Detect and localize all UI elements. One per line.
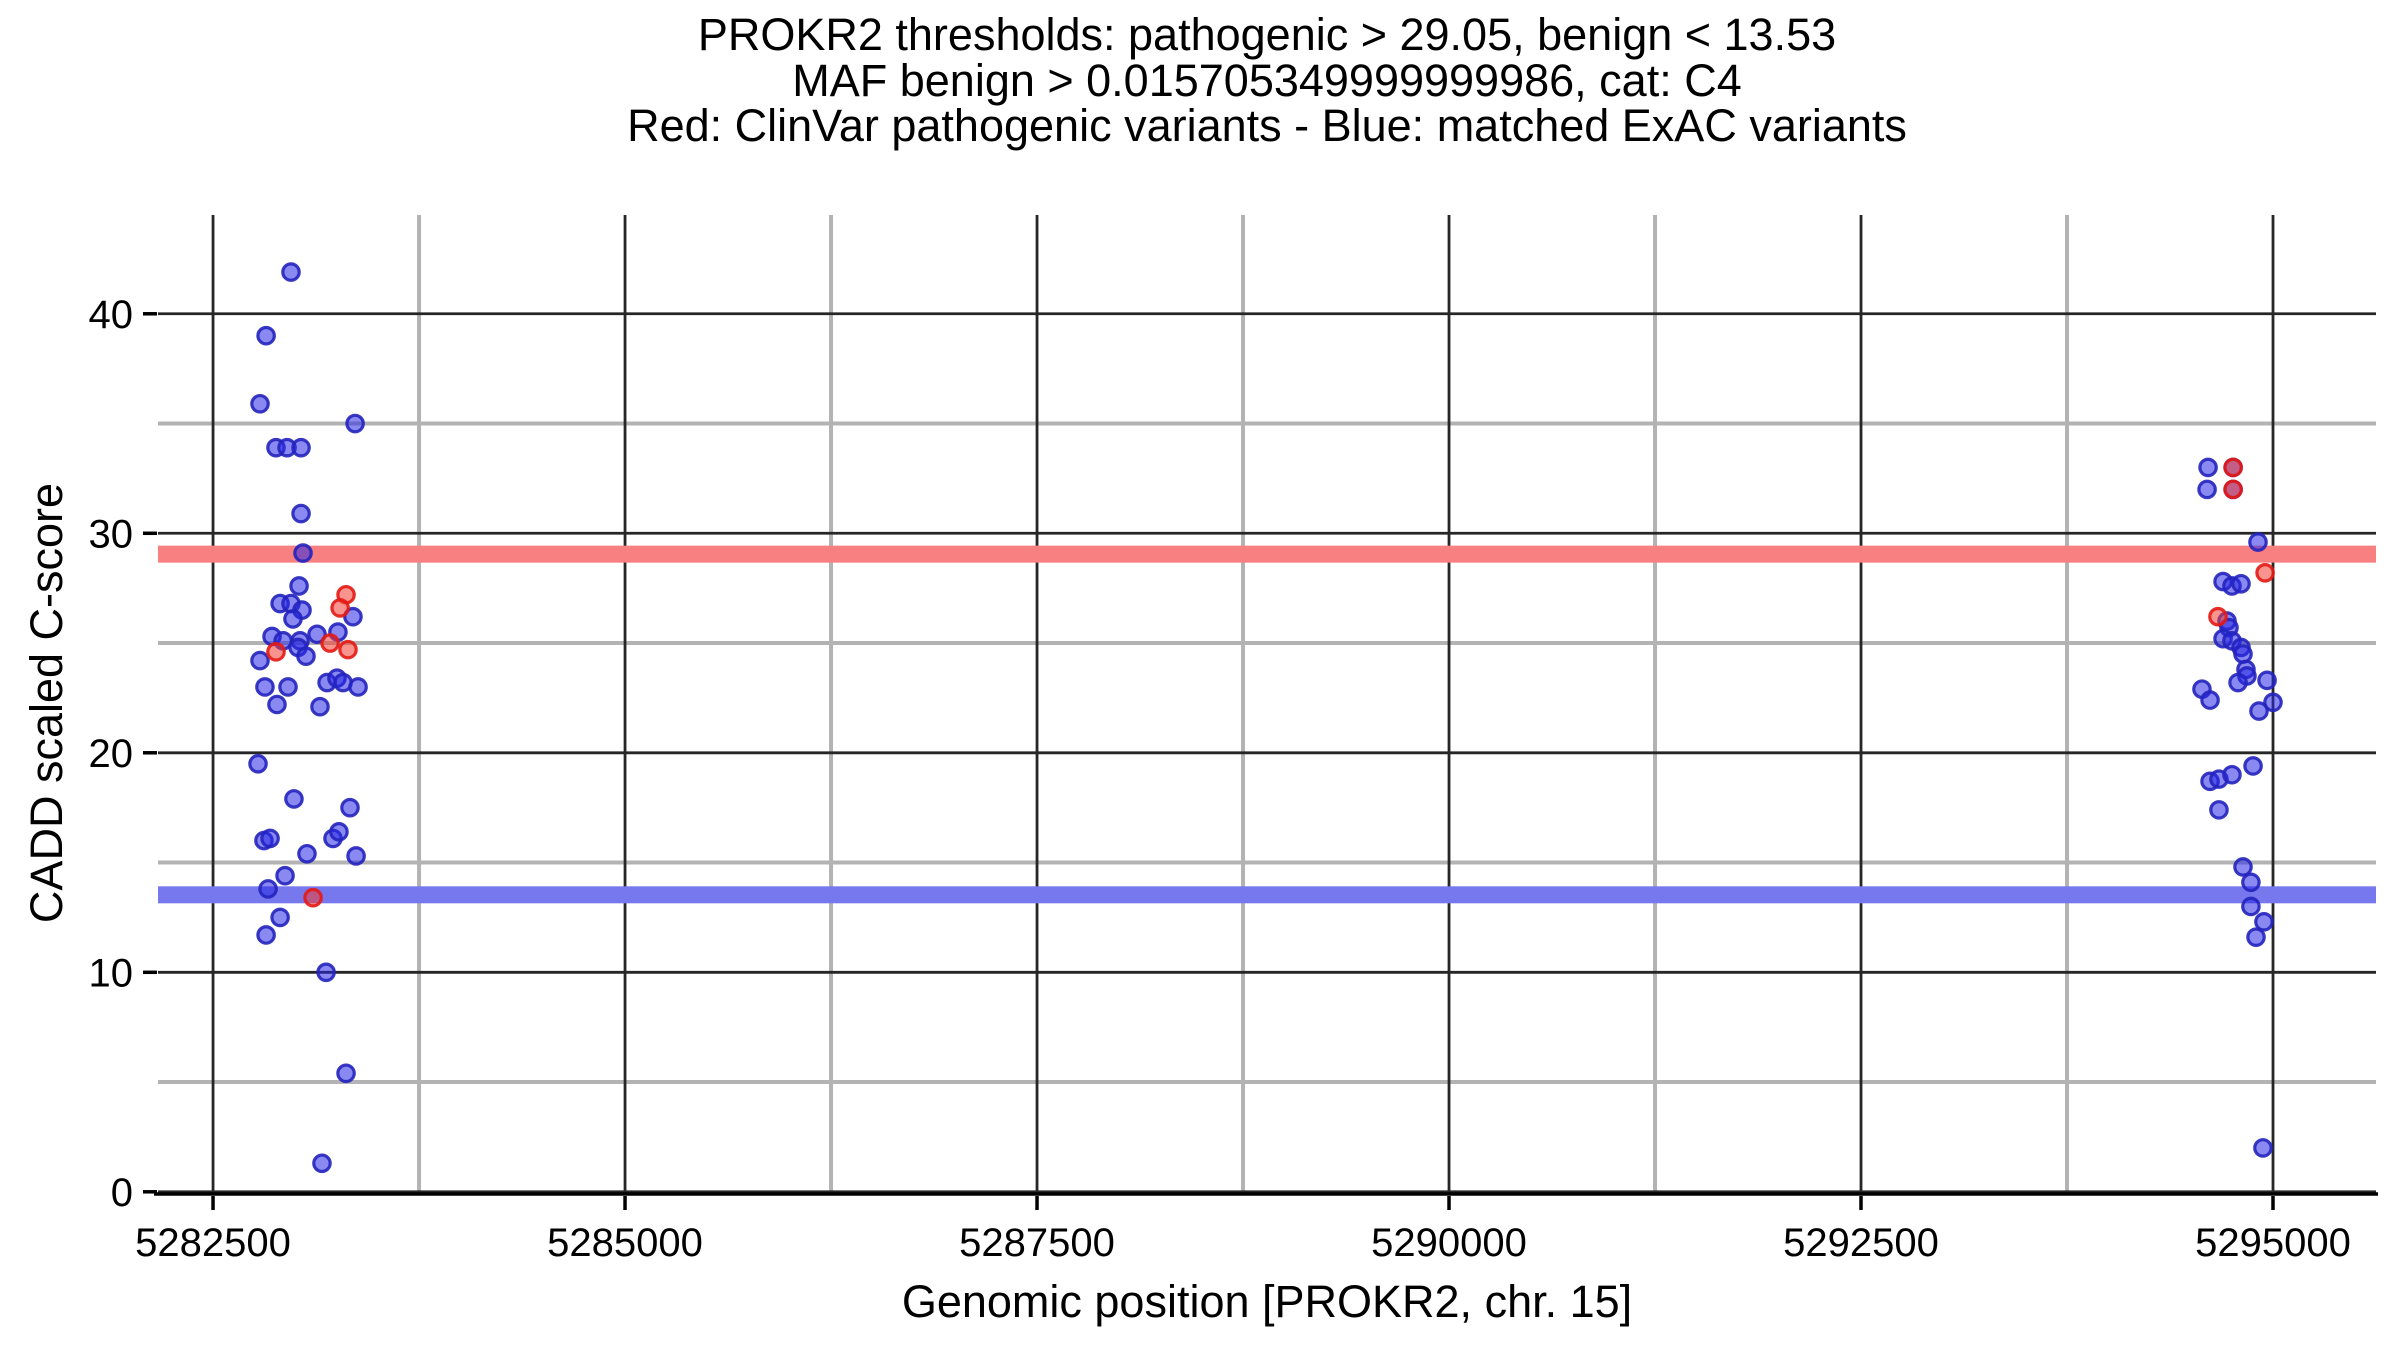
red-data-point [320,633,340,653]
blue-data-point [343,606,363,627]
x-tick-label: 5287500 [959,1221,1115,1265]
blue-data-point [2241,896,2261,917]
red-data-point [303,887,323,908]
red-data-point [330,598,350,618]
blue-data-point [283,609,303,629]
blue-data-point [255,677,275,697]
blue-data-point [2249,701,2269,721]
blue-data-point [289,576,309,596]
x-tick-label: 5292500 [1783,1221,1939,1265]
blue-data-point [2233,644,2253,664]
y-tick-label: 40 [89,293,134,337]
x-tick-label: 5295000 [2195,1221,2351,1265]
blue-data-point [248,753,268,774]
benign-threshold-band [158,886,2376,904]
blue-data-point [340,797,360,818]
blue-data-point [2257,670,2277,691]
blue-data-point [312,1153,332,1174]
x-tick-label: 5282500 [135,1221,291,1265]
blue-data-point [2243,756,2263,776]
pathogenic-threshold-band [158,545,2376,563]
blue-data-point [284,789,304,809]
blue-data-point [2253,1138,2273,1158]
blue-data-point [297,843,317,864]
blue-data-point [296,646,316,667]
blue-data-point [2233,857,2253,877]
blue-data-point [2246,927,2266,947]
y-tick-label: 10 [89,951,134,995]
blue-data-point [256,925,276,945]
chart-title-line1: PROKR2 thresholds: pathogenic > 29.05, b… [697,9,1837,60]
blue-data-point [250,650,270,671]
blue-data-point [2241,872,2261,893]
blue-data-point [2263,692,2283,713]
blue-data-point [275,865,295,886]
blue-data-point [2197,479,2217,500]
blue-data-point [2209,800,2229,820]
blue-data-point [2231,573,2251,594]
blue-data-point [336,1063,356,1084]
blue-data-point [348,677,368,697]
red-data-point [338,639,358,660]
x-axis-title: Genomic position [PROKR2, chr. 15] [901,1276,1633,1327]
blue-data-point [345,413,365,434]
blue-data-point [329,822,349,842]
red-data-point [2208,606,2228,627]
blue-data-point [256,325,276,346]
x-tick-label: 5285000 [547,1221,703,1265]
blue-data-point [2228,672,2248,693]
y-tick-label: 30 [89,512,134,556]
chart-title-line3: Red: ClinVar pathogenic variants - Blue:… [627,100,1907,151]
chart-title: PROKR2 thresholds: pathogenic > 29.05, b… [158,12,2376,149]
blue-data-point [293,543,313,563]
x-tick-label: 5290000 [1371,1221,1527,1265]
y-axis-title: CADD scaled C-score [21,482,72,924]
red-data-point [2223,479,2243,500]
blue-data-point [316,962,336,983]
blue-data-point [2198,457,2218,478]
blue-data-point [250,393,270,414]
blue-data-point [270,907,290,928]
blue-data-point [267,694,287,715]
red-data-point [266,642,286,662]
blue-data-point [310,696,330,717]
blue-data-point [2254,912,2274,932]
blue-data-point [281,262,301,282]
red-data-point [2255,562,2275,583]
blue-data-point [291,503,311,524]
red-data-point [2223,457,2243,478]
y-tick-label: 20 [89,732,134,776]
blue-data-point [2200,690,2220,710]
blue-data-point [278,677,298,697]
chart-title-line2: MAF benign > 0.015705349999999986, cat: … [792,54,1742,106]
blue-data-point [346,846,366,866]
y-tick-label: 0 [111,1171,133,1215]
blue-data-point [307,624,327,645]
blue-data-point [258,879,278,899]
blue-data-point [2222,764,2242,785]
blue-data-point [2248,532,2268,552]
blue-data-point [260,828,280,849]
blue-data-point [291,437,311,458]
